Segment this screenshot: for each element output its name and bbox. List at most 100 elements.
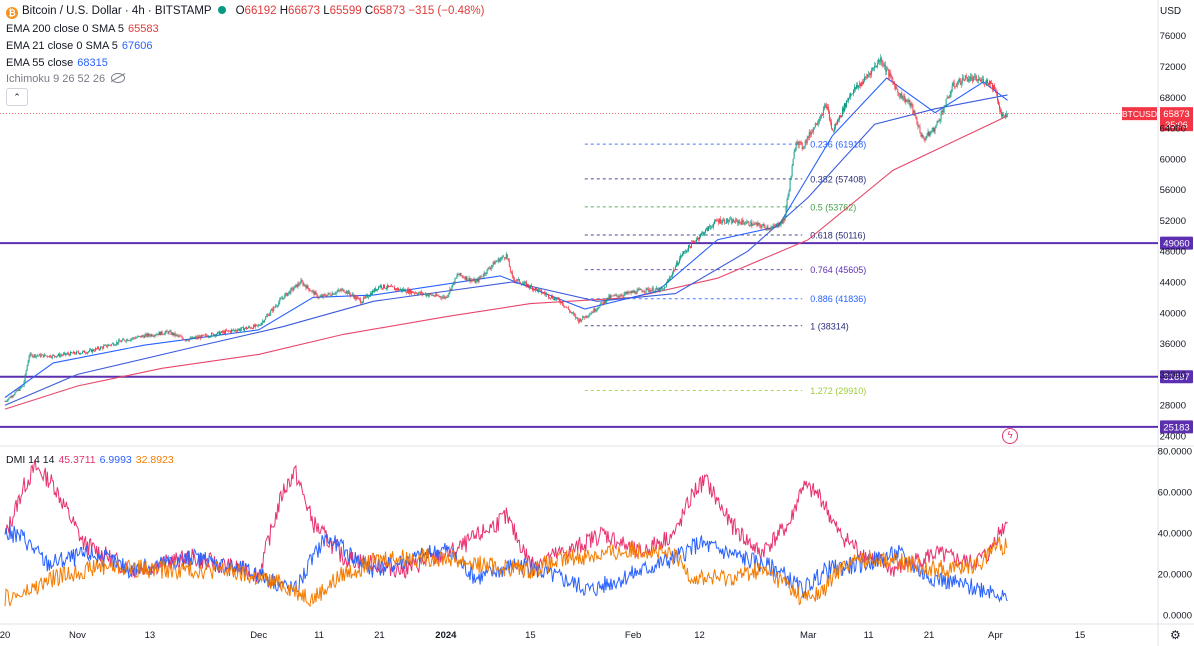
candle-body <box>970 76 972 78</box>
candle-body <box>568 307 570 310</box>
candle-body <box>662 288 664 290</box>
candle-body <box>957 82 959 84</box>
candle-body <box>639 289 641 290</box>
candle-body <box>285 292 287 295</box>
candle-body <box>446 297 448 298</box>
candle-body <box>712 226 714 228</box>
candle-body <box>239 329 240 331</box>
candle-body <box>8 397 10 400</box>
candle-body <box>197 336 199 338</box>
candle-body <box>770 227 772 230</box>
candle-body <box>574 314 576 316</box>
candle-body <box>76 351 77 355</box>
candle-body <box>960 82 962 85</box>
candle-body <box>226 330 228 332</box>
candle-body <box>420 291 422 294</box>
candle-body <box>648 290 650 292</box>
candle-body <box>339 290 341 291</box>
candle-body <box>857 85 859 88</box>
dmi-axis[interactable]: 80.0000 60.0000 40.0000 20.0000 0.0000 <box>1158 447 1192 622</box>
dmi-tick-label: 0.0000 <box>1163 611 1192 622</box>
candle-body <box>976 80 978 82</box>
candle-body <box>464 277 466 280</box>
candle-body <box>819 117 821 120</box>
hidden-eye-icon[interactable] <box>111 73 126 83</box>
candle-body <box>360 302 362 304</box>
candle-body <box>524 282 526 283</box>
candle-body <box>851 93 852 95</box>
candle-body <box>174 332 176 336</box>
collapse-legend-button[interactable]: ⌃ <box>6 88 28 106</box>
gear-icon[interactable]: ⚙ <box>1170 628 1181 642</box>
flash-alert-icon[interactable]: ϟ <box>1002 428 1018 444</box>
time-axis[interactable]: 20 Nov 13 Dec 11 21 2024 15 Feb 12 Mar 11 21 Apr 15 <box>0 630 1085 641</box>
candle-body <box>878 59 880 63</box>
candle-body <box>827 107 829 112</box>
candle-body <box>781 221 783 224</box>
candle-body <box>490 266 492 269</box>
legend-ema200[interactable]: EMA 200 close 0 SMA 5 65583 <box>6 23 159 35</box>
candle-body <box>126 339 128 342</box>
candle-body <box>78 351 79 354</box>
candle-body <box>332 293 334 295</box>
candle-body <box>576 317 578 319</box>
candle-body <box>471 279 473 281</box>
candle-body <box>754 223 756 225</box>
candle-body <box>249 326 251 328</box>
candle-body <box>703 232 704 235</box>
time-tick-label: 11 <box>864 630 874 641</box>
time-tick-label: 11 <box>314 630 324 641</box>
candle-body <box>920 132 922 137</box>
price-tick-label: 72000 <box>1160 62 1186 73</box>
candle-body <box>431 294 433 296</box>
legend-ema55[interactable]: EMA 55 close 68315 <box>6 57 108 69</box>
candle-body <box>439 296 441 297</box>
candle-body <box>194 336 196 338</box>
symbol-header[interactable]: ₿ Bitcoin / U.S. Dollar · 4h · BITSTAMP O6… <box>6 4 484 19</box>
candle-body <box>931 131 933 132</box>
candle-body <box>614 295 616 296</box>
candle-body <box>440 296 442 298</box>
fib-level-label: 0.764 (45605) <box>810 265 866 275</box>
candle-body <box>955 86 957 88</box>
legend-dmi[interactable]: DMI 14 14 45.3711 6.9993 32.8923 <box>6 454 174 466</box>
price-axis[interactable]: 76000 72000 68000 64000 60000 56000 52000 48000… <box>1160 31 1186 442</box>
candle-body <box>164 332 166 335</box>
candle-body <box>506 254 508 259</box>
candle-body <box>953 82 955 87</box>
candle-body <box>346 290 348 294</box>
legend-ema21[interactable]: EMA 21 close 0 SMA 5 67606 <box>6 40 153 52</box>
candle-body <box>515 280 517 282</box>
candle-body <box>480 276 482 278</box>
candle-body <box>233 329 234 331</box>
candle-body <box>82 351 83 353</box>
candle-body <box>575 315 577 319</box>
candle-body <box>981 79 983 80</box>
candle-body <box>327 293 329 295</box>
candle-body <box>672 269 674 273</box>
candle-body <box>288 291 290 294</box>
candle-body <box>304 284 306 287</box>
candle-body <box>367 296 369 298</box>
candle-body <box>860 83 862 86</box>
legend-ichimoku[interactable]: Ichimoku 9 26 52 26 <box>6 72 126 86</box>
candle-body <box>247 327 249 329</box>
candle-body <box>326 294 328 297</box>
candle-body <box>58 353 60 357</box>
candle-body <box>793 152 795 159</box>
candle-body <box>393 286 394 288</box>
time-tick-label: 15 <box>1075 630 1086 641</box>
candle-body <box>595 310 597 312</box>
candle-body <box>939 119 941 122</box>
candle-body <box>802 147 804 149</box>
candle-body <box>774 225 776 227</box>
candle-body <box>9 397 11 399</box>
change-value: −315 (−0.48%) <box>408 5 485 17</box>
candle-body <box>199 336 201 339</box>
fibonacci-retracement[interactable]: 0.236 (61918) 0.382 (57408) 0.5 (53762) 0.6… <box>584 140 866 396</box>
currency-selector[interactable]: USD <box>1160 6 1182 17</box>
candle-body <box>259 325 261 326</box>
level-price-tag <box>1160 420 1193 434</box>
candle-body <box>549 297 550 299</box>
